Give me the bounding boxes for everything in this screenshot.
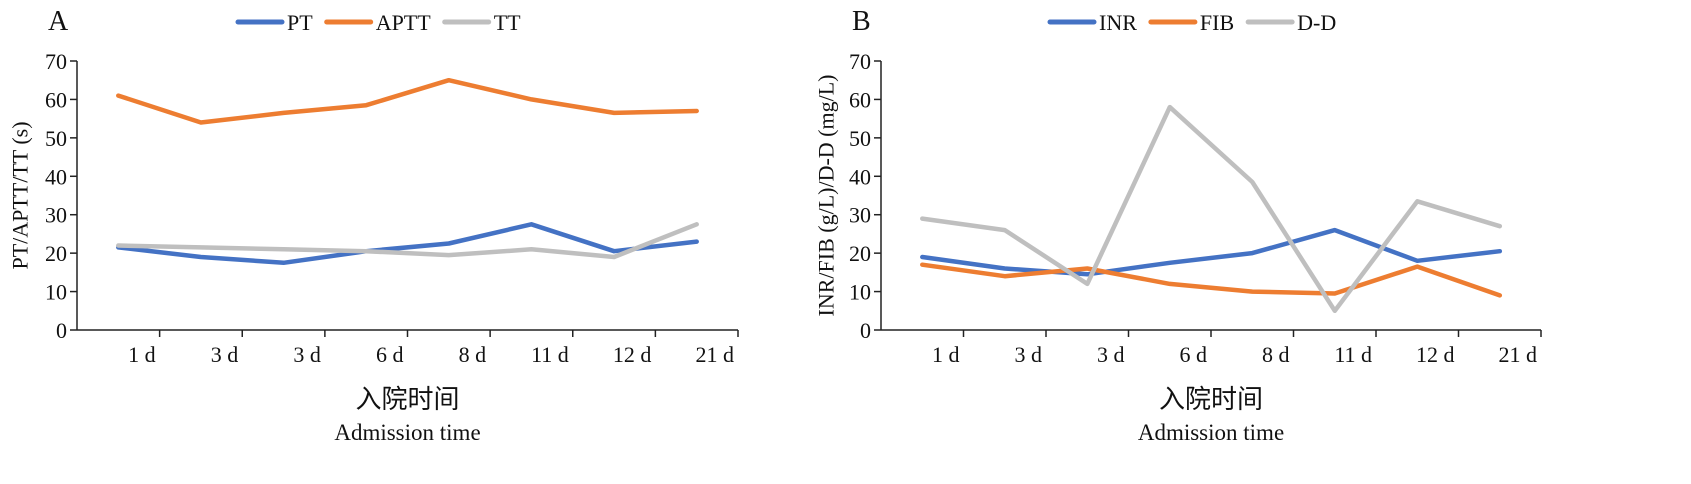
panel-b-series-d-d: [920, 104, 1503, 314]
panel-a-letter: A: [48, 6, 69, 37]
panel-b-legend-label: D-D: [1297, 10, 1336, 35]
panel-a-legend: PT APTT TT: [235, 10, 521, 35]
panel-a: A PT APTT TT 0 10 20 30 40 50 60 70 1 d 3 d 3 d 6 d 8…: [8, 6, 739, 445]
panel-b-x-ticks: 1 d 3 d 3 d 6 d 8 d 11 d 12 d 21 d: [932, 330, 1542, 367]
panel-b-letter: B: [852, 6, 871, 37]
panel-a-x-tick-label: 11 d: [531, 342, 569, 367]
panel-b-x-tick-label: 3 d: [1015, 342, 1043, 367]
panel-a-series: [116, 77, 699, 266]
panel-b-y-tick-label: 10: [849, 280, 871, 305]
panel-b-y-tick-label: 40: [849, 164, 871, 189]
panel-b-series: [920, 104, 1503, 314]
panel-b-y-tick-label: 70: [849, 49, 871, 74]
panel-b-series-inr: [920, 227, 1503, 277]
panel-a-y-tick-label: 30: [45, 203, 67, 228]
panel-a-legend-label: TT: [494, 10, 521, 35]
panel-a-y-tick-label: 40: [45, 164, 67, 189]
panel-a-x-label-en: Admission time: [334, 420, 480, 445]
panel-b: B INR FIB D-D 0 10 20 30 40 50 60 70 1 d 3 d 3 d 6 d…: [814, 6, 1542, 445]
panel-a-y-ticks: 0 10 20 30 40 50 60 70: [45, 49, 77, 343]
panel-b-y-label: INR/FIB (g/L)/D-D (mg/L): [814, 75, 839, 317]
panel-b-x-tick-label: 12 d: [1416, 342, 1455, 367]
panel-a-series-pt: [116, 222, 699, 266]
panel-a-legend-label: APTT: [376, 10, 432, 35]
panel-a-x-tick-label: 12 d: [613, 342, 652, 367]
panel-a-y-label: PT/APTT/TT (s): [8, 121, 33, 269]
panel-b-x-label-cn: 入院时间: [1159, 385, 1263, 414]
panel-a-series-aptt: [116, 77, 699, 125]
panel-a-series-tt: [116, 222, 699, 260]
panel-a-x-label-cn: 入院时间: [355, 385, 459, 414]
panel-b-x-tick-label: 11 d: [1334, 342, 1372, 367]
panel-a-x-tick-label: 1 d: [128, 342, 156, 367]
panel-a-y-tick-label: 10: [45, 280, 67, 305]
panel-a-legend-label: PT: [287, 10, 313, 35]
panel-b-y-tick-label: 0: [860, 318, 871, 343]
panel-b-x-tick-label: 3 d: [1097, 342, 1125, 367]
panel-a-x-ticks: 1 d 3 d 3 d 6 d 8 d 11 d 12 d 21 d: [128, 330, 739, 367]
panel-a-y-tick-label: 70: [45, 49, 67, 74]
panel-b-series-fib: [920, 262, 1503, 298]
panel-b-x-tick-label: 1 d: [932, 342, 960, 367]
panel-b-x-tick-label: 21 d: [1499, 342, 1538, 367]
panel-b-y-ticks: 0 10 20 30 40 50 60 70: [849, 49, 881, 343]
panel-a-x-tick-label: 21 d: [696, 342, 735, 367]
panel-b-y-tick-label: 50: [849, 126, 871, 151]
panel-b-y-tick-label: 60: [849, 87, 871, 112]
panel-b-legend: INR FIB D-D: [1047, 10, 1336, 35]
panel-b-y-tick-label: 20: [849, 241, 871, 266]
panel-b-x-tick-label: 8 d: [1262, 342, 1290, 367]
panel-a-x-tick-label: 3 d: [211, 342, 239, 367]
panel-b-y-tick-label: 30: [849, 203, 871, 228]
panel-a-y-tick-label: 50: [45, 126, 67, 151]
panel-a-x-tick-label: 3 d: [293, 342, 321, 367]
panel-a-y-tick-label: 60: [45, 87, 67, 112]
panel-b-legend-label: INR: [1099, 10, 1137, 35]
panel-a-x-tick-label: 8 d: [459, 342, 487, 367]
panel-a-x-tick-label: 6 d: [376, 342, 404, 367]
panel-b-legend-label: FIB: [1200, 10, 1234, 35]
panel-a-y-tick-label: 0: [56, 318, 67, 343]
panel-b-x-label-en: Admission time: [1138, 420, 1284, 445]
panel-a-y-tick-label: 20: [45, 241, 67, 266]
panel-b-x-tick-label: 6 d: [1180, 342, 1208, 367]
